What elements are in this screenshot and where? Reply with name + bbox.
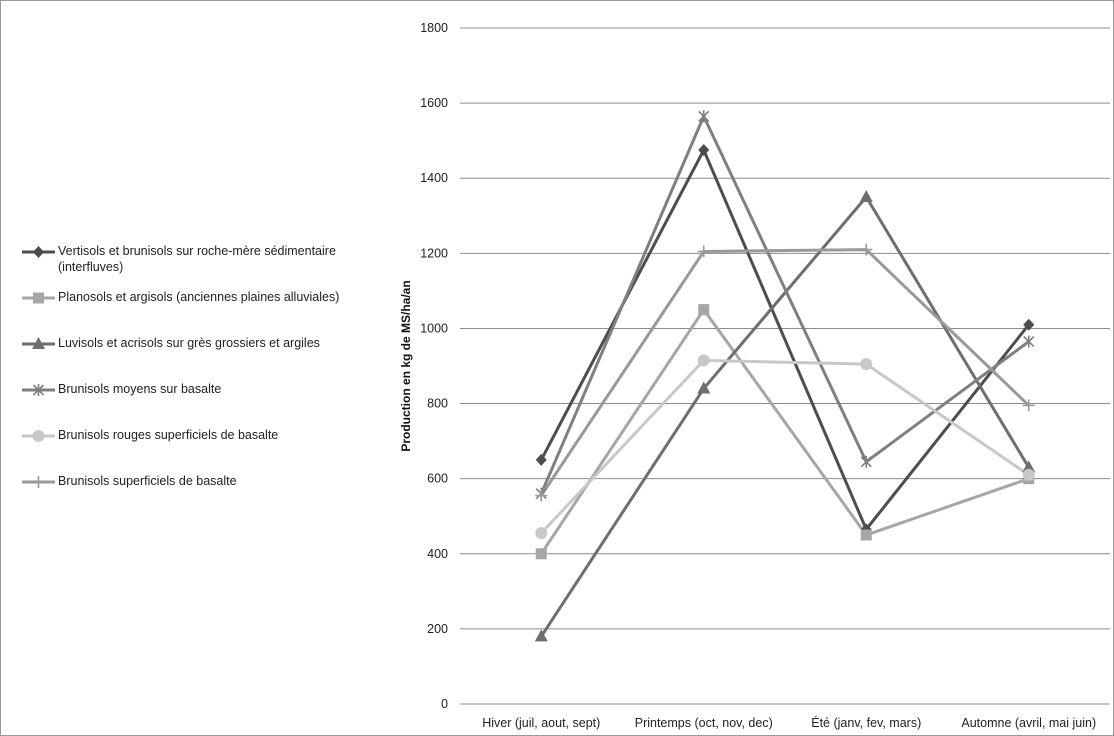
legend-marker-icon [33,292,44,304]
legend-swatch [22,384,55,396]
y-axis-title: Production en kg de MS/ha/an [399,280,413,451]
data-point-series-3 [534,629,548,642]
legend-swatch [22,292,55,304]
data-point-series-6 [860,243,873,256]
y-axis-ticks: 0 200 400 600 800 1000 1200 1400 1600 1800 [420,21,448,711]
legend-label: Luvisols et acrisols sur grès grossiers … [58,336,320,350]
data-point-series-3 [1022,460,1036,473]
data-point-series-6 [697,245,710,258]
series-line-2 [540,308,1030,555]
x-tick-label: Printemps (oct, nov, dec) [635,716,773,730]
data-point-series-4 [1023,335,1035,348]
series-line-3 [539,195,1031,638]
data-point-series-3 [697,381,711,394]
y-tick-label: 800 [427,397,448,411]
legend-marker-icon [32,337,45,349]
x-tick-label: Été (janv, fev, mars) [811,715,921,730]
series-line-5 [540,358,1030,535]
data-point-series-1 [698,144,710,157]
data-point-series-2 [535,548,547,560]
legend-label: Brunisols superficiels de basalte [58,474,237,488]
chart-legend: Vertisols et brunisols sur roche-mère sé… [22,243,382,519]
legend-item: Planosols et argisols (anciennes plaines… [22,289,382,335]
y-tick-label: 400 [427,547,448,561]
legend-label: Brunisols rouges superficiels de basalte [58,428,279,442]
data-point-series-2 [860,529,872,541]
legend-item: Brunisols moyens sur basalte [22,381,382,427]
legend-marker-icon [32,384,45,396]
legend-swatch [22,476,55,488]
legend-swatch [22,337,55,349]
data-point-series-6 [1022,399,1035,412]
data-point-series-5 [860,358,873,371]
x-tick-label: Hiver (juil, aout, sept) [482,716,600,730]
y-tick-label: 1400 [420,171,448,185]
data-point-series-5 [1022,468,1035,481]
data-point-series-4 [860,455,872,468]
data-point-series-3 [859,190,873,202]
series-line-6 [540,248,1030,497]
data-point-series-5 [535,527,548,540]
series-line-1 [539,148,1030,531]
data-point-series-1 [535,453,547,466]
data-point-series-4 [698,110,710,123]
legend-label: Planosols et argisols (anciennes plaines… [58,290,340,304]
legend-item: Luvisols et acrisols sur grès grossiers … [22,335,382,381]
y-tick-label: 1800 [420,21,448,35]
y-tick-label: 1200 [420,246,448,260]
series-markers [534,110,1036,642]
y-tick-label: 1000 [420,321,448,335]
series-line-4 [539,114,1030,495]
legend-item: Vertisols et brunisols sur roche-mère sé… [22,243,382,289]
legend-label: Vertisols et brunisols sur roche-mère sé… [58,244,336,274]
y-tick-label: 0 [441,697,448,711]
legend-label: Brunisols moyens sur basalte [58,382,222,396]
y-tick-label: 1600 [420,96,448,110]
y-tick-label: 200 [427,622,448,636]
x-tick-label: Automne (avril, mai juin) [961,716,1096,730]
legend-item: Brunisols superficiels de basalte [22,473,382,519]
legend-marker-icon [32,430,45,442]
legend-marker-icon [32,476,45,488]
x-axis-ticks: Hiver (juil, aout, sept) Printemps (oct, … [482,715,1096,730]
data-point-series-1 [1023,318,1035,331]
gridlines [460,27,1110,705]
data-point-series-2 [698,304,710,316]
series-lines [539,114,1031,638]
legend-swatch [22,430,55,442]
legend-item: Brunisols rouges superficiels de basalte [22,427,382,473]
legend-marker-icon [33,246,44,258]
y-tick-label: 600 [427,472,448,486]
legend-swatch [22,246,55,258]
data-point-series-5 [697,354,710,367]
data-point-series-6 [535,489,548,502]
